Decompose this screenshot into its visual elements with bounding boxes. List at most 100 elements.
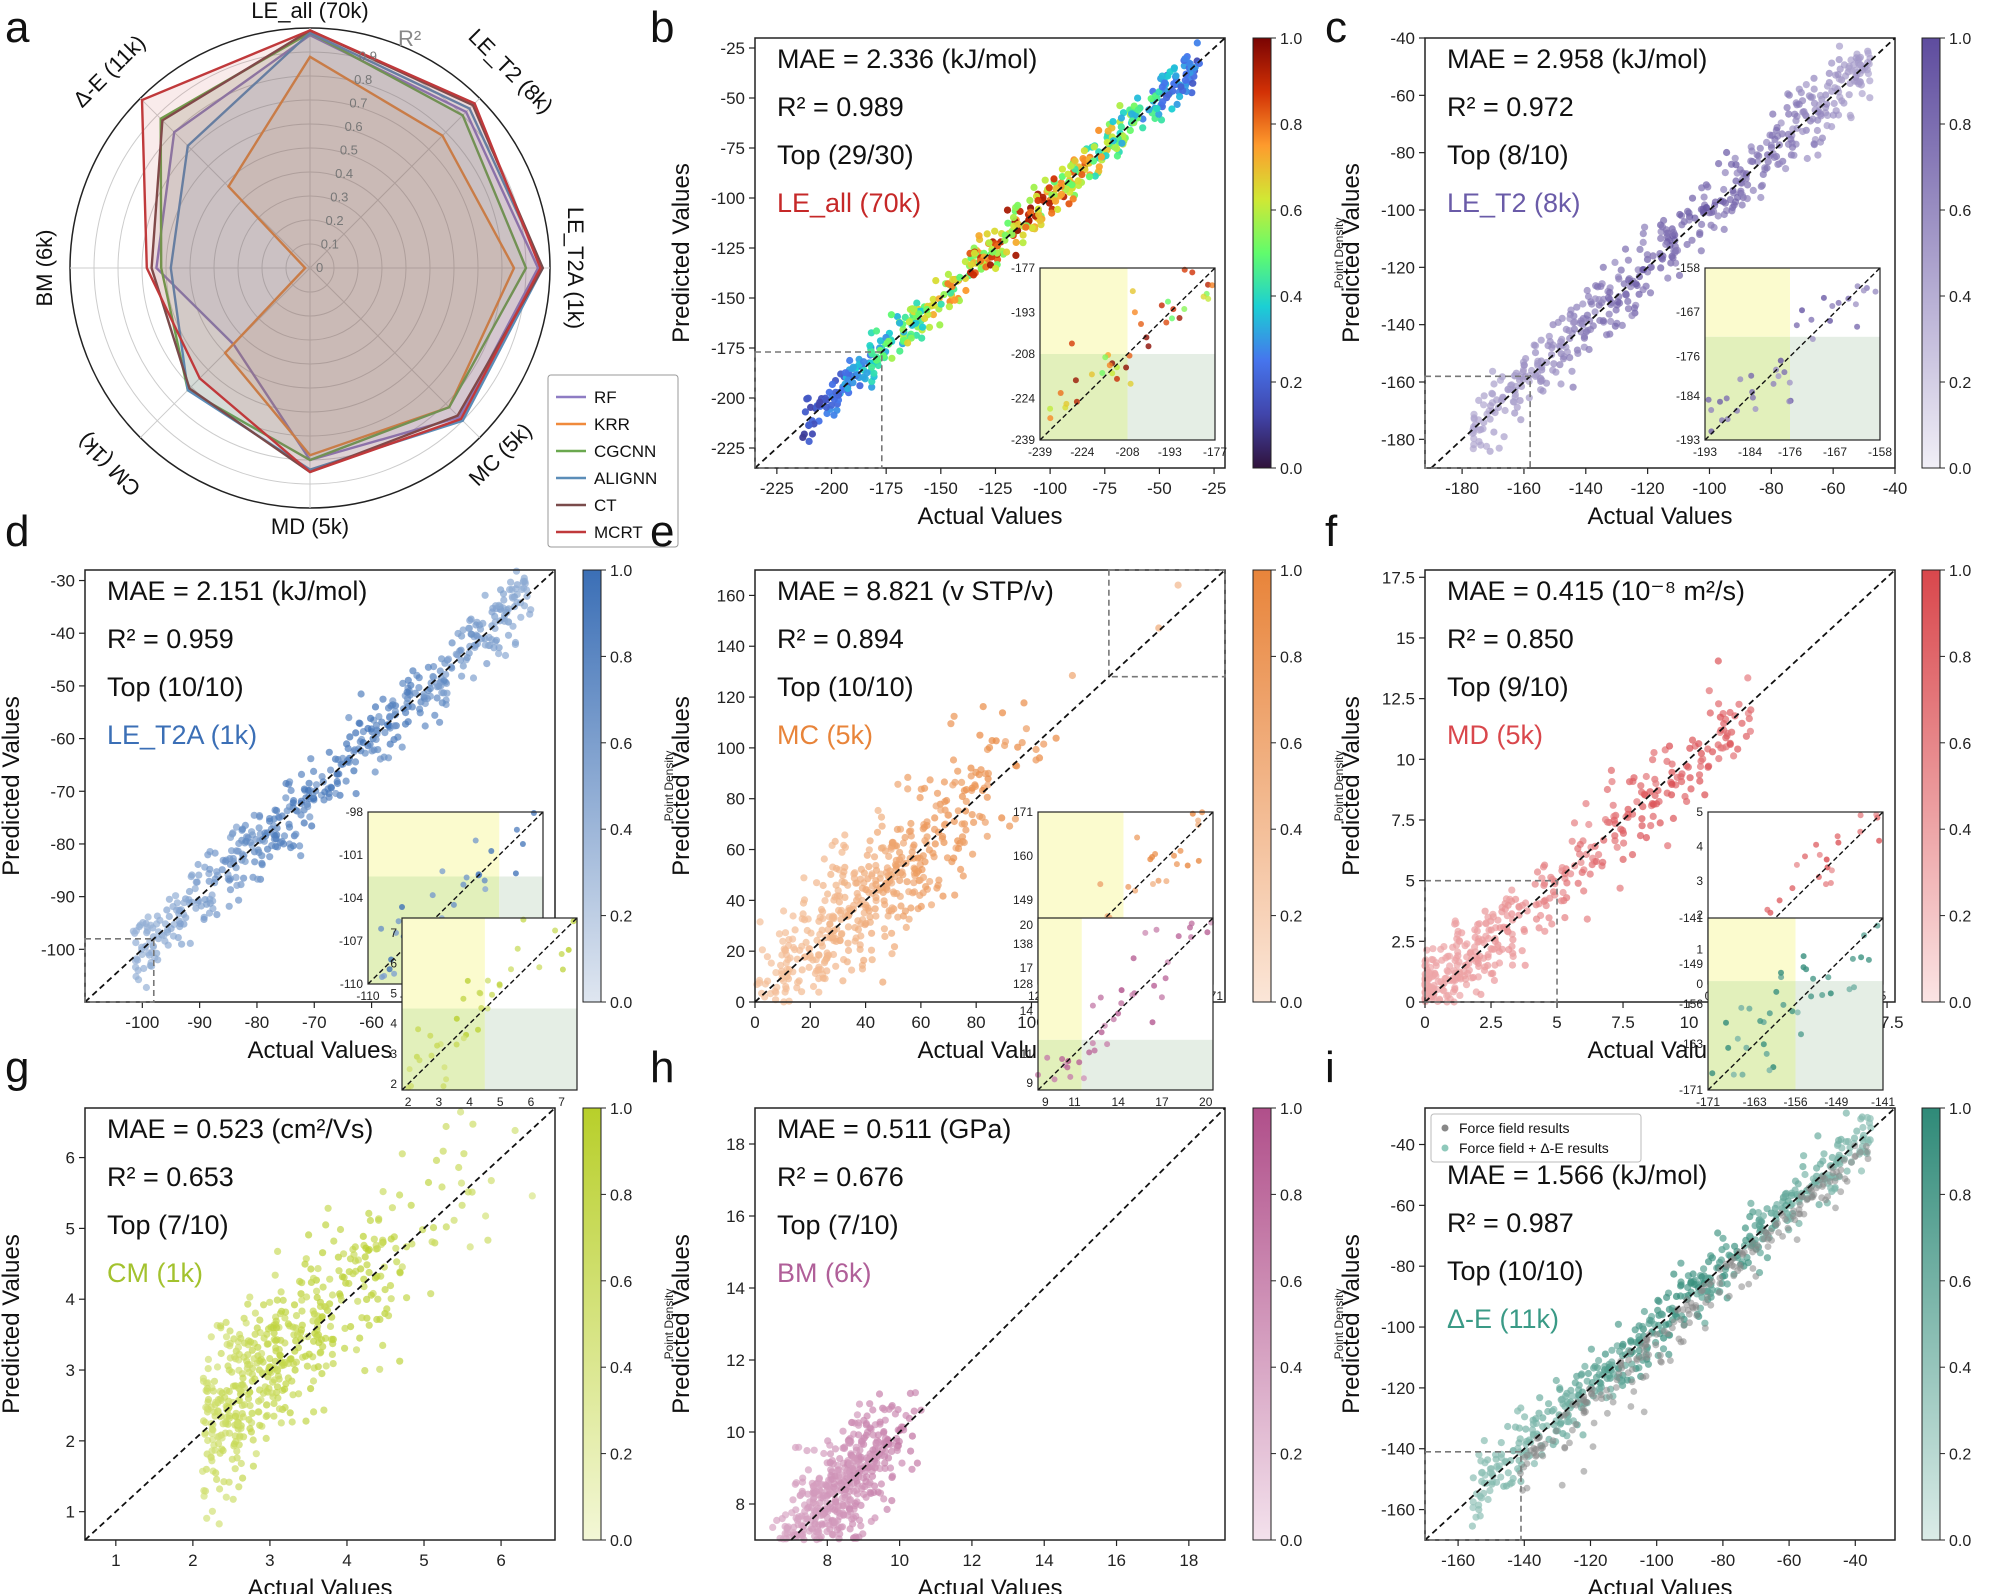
inset-y-tick-label: 149 [1013,893,1033,907]
inset-point [395,918,402,925]
data-point [951,778,959,786]
data-point [1109,118,1117,126]
data-point [866,1400,874,1408]
data-point [305,1350,313,1358]
data-point [304,803,312,811]
data-point [1655,1297,1663,1306]
data-point [1611,258,1619,266]
data-point [860,358,868,366]
colorbar-tick-label: 0.4 [1949,822,1971,839]
x-tick-label: -50 [1147,479,1172,498]
data-point [882,868,891,876]
y-axis-label: Predicted Values [1338,163,1365,343]
data-point [135,923,143,931]
data-point [452,650,460,658]
data-point [1475,920,1483,928]
data-point [1170,64,1178,72]
data-point [1595,296,1603,304]
data-point [485,633,493,642]
data-point [1641,223,1649,231]
data-point [233,1447,241,1455]
y-tick-label: -80 [50,835,75,854]
data-point [134,966,142,975]
data-point [384,1312,393,1320]
data-point [1558,314,1566,322]
y-tick-label: 20 [726,942,745,961]
data-point [1606,289,1614,297]
data-point [1475,426,1483,434]
colorbar-tick-label: 0.2 [1280,909,1302,926]
data-point [875,1390,884,1398]
inset-point [1799,307,1805,314]
data-point [958,833,967,841]
data-point [859,1530,867,1538]
data-point [1582,328,1590,336]
data-point [983,832,991,840]
data-point [1639,238,1647,246]
data-point [1562,325,1570,333]
data-point [1451,917,1459,925]
inset-point [1125,883,1132,890]
data-point [1571,1379,1579,1387]
inset-point [1789,885,1796,892]
data-point [229,1495,237,1503]
data-point [1442,954,1450,962]
data-point [237,1387,245,1395]
x-tick-label: 3 [265,1551,274,1570]
inset-point [1047,405,1054,412]
data-point [985,744,994,752]
data-point [1552,1376,1560,1385]
data-point [916,876,924,884]
data-point [1504,1469,1512,1477]
data-point [221,1429,229,1437]
data-point [428,1238,436,1246]
radar-tick-label: 0.2 [326,213,344,228]
data-point [956,273,964,281]
data-point-force-field [1730,1272,1738,1280]
data-point [509,594,517,602]
data-point [864,904,872,912]
data-point [1520,361,1528,369]
data-point [1490,428,1498,436]
data-point [1014,201,1022,209]
inset-point [463,874,470,881]
inset-point [1080,1075,1087,1082]
inset-point [559,966,566,973]
data-point [256,1386,264,1394]
data-point [827,870,835,879]
data-point [131,957,140,965]
data-point [237,1334,245,1342]
data-point [411,689,419,697]
data-point [804,394,812,402]
mae-label: MAE = 0.415 (10⁻⁸ m²/s) [1447,576,1745,606]
data-point-force-field [1589,1443,1597,1450]
inset-point [1057,390,1064,396]
inset-point [1876,837,1883,844]
data-point [1823,100,1831,108]
data-point [1045,184,1053,192]
data-point-force-field [1775,1229,1782,1236]
data-point [1486,447,1494,455]
x-axis-label: Actual Values [918,1575,1063,1594]
x-tick-label: -100 [1033,479,1067,498]
data-point-force-field [1558,1481,1566,1489]
data-point [1624,305,1633,313]
data-point [922,883,930,891]
data-point [320,1406,328,1414]
data-point [849,379,857,387]
data-point [364,724,372,733]
data-point [1491,961,1499,969]
data-point [313,1287,321,1295]
data-point [201,1430,209,1438]
data-point [1594,283,1602,291]
data-point [1686,744,1694,752]
data-point [1719,1234,1727,1242]
data-point [1536,1394,1544,1402]
radar-axis-label: LE_T2A (1k) [563,207,588,329]
data-point [248,1409,256,1417]
data-point [1577,1371,1585,1379]
data-point [1500,1482,1508,1490]
data-point [881,901,889,909]
data-point [226,833,235,842]
